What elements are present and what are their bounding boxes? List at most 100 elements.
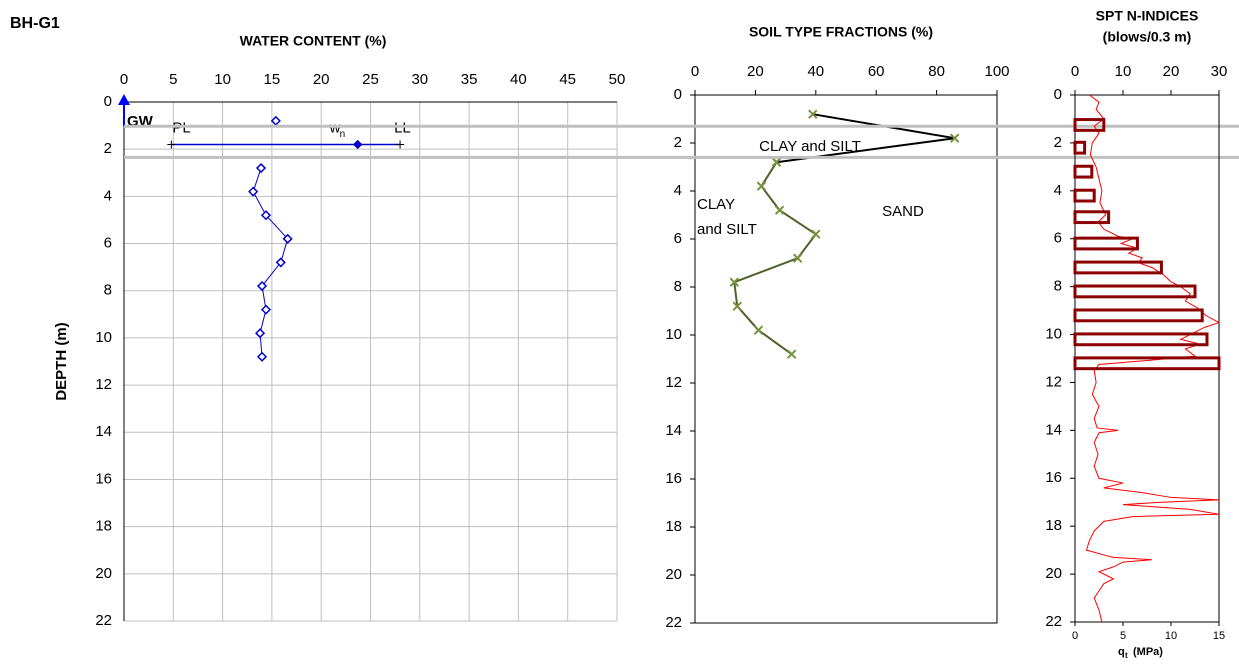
marker (753, 325, 764, 335)
wn-marker (352, 139, 363, 150)
x-tick-label: 20 (313, 71, 330, 88)
marker (270, 115, 281, 126)
marker (275, 257, 286, 268)
x2-tick-label: 5 (1120, 630, 1126, 642)
gw-marker (118, 94, 130, 105)
x-tick-label: 0 (120, 71, 128, 88)
y-tick-label: 16 (665, 470, 682, 487)
x-tick-label: 15 (264, 71, 281, 88)
marker (256, 351, 268, 362)
marker (786, 349, 797, 359)
y-tick-label: 0 (674, 86, 682, 103)
x-tick-label: 25 (362, 71, 379, 88)
y-tick-label: 4 (1054, 182, 1062, 199)
y-tick-label: 2 (674, 134, 682, 151)
page-title: BH-G1 (10, 15, 60, 32)
x-tick-label: 40 (807, 63, 824, 80)
y-tick-label: 16 (95, 470, 112, 487)
y-tick-label: 12 (95, 376, 112, 393)
y-axis-label: DEPTH (m) (53, 322, 70, 400)
y-tick-label: 14 (1045, 421, 1062, 438)
marker (282, 233, 293, 244)
spt-bar (1073, 308, 1204, 323)
y-tick-label: 4 (674, 182, 682, 199)
marker (756, 181, 767, 191)
x-tick-label: 60 (868, 63, 885, 80)
x-tick-label: 35 (461, 71, 478, 88)
spt-bar (1073, 210, 1111, 225)
chart-title: WATER CONTENT (%) (240, 33, 387, 49)
x-tick-label: 100 (984, 63, 1009, 80)
y-tick-label: 20 (95, 565, 112, 582)
marker (771, 157, 782, 167)
x-tick-label: 30 (1211, 63, 1228, 80)
y-tick-label: 0 (1054, 86, 1062, 103)
x2-axis-sub: t (1125, 651, 1128, 660)
chart-title: SOIL TYPE FRACTIONS (%) (749, 24, 933, 40)
y-tick-label: 22 (95, 612, 112, 629)
plot-frame (694, 94, 998, 624)
marker (808, 109, 818, 119)
marker (774, 205, 785, 215)
marker (255, 162, 267, 174)
x-tick-label: 10 (214, 71, 231, 88)
spt-bar (1073, 118, 1106, 132)
spt-bar (1073, 332, 1209, 347)
zone-label: SAND (882, 203, 924, 220)
y-tick-label: 2 (104, 140, 112, 157)
y-tick-label: 6 (104, 235, 112, 252)
x-tick-label: 5 (169, 71, 177, 88)
x-tick-label: 50 (609, 71, 626, 88)
wn-subscript: n (340, 129, 346, 140)
y-tick-label: 12 (1045, 373, 1062, 390)
y-tick-label: 4 (104, 187, 112, 204)
x2-tick-label: 0 (1072, 630, 1078, 642)
zone-label: and SILT (697, 221, 757, 238)
y-tick-label: 6 (1054, 230, 1062, 247)
chart-title: SPT N-INDICES (1096, 8, 1199, 24)
y-tick-label: 18 (95, 518, 112, 535)
spt-bar (1073, 284, 1197, 299)
spt-bar (1073, 236, 1139, 251)
marker (248, 186, 259, 197)
x2-tick-label: 15 (1213, 630, 1225, 642)
x2-axis-label: q (1118, 646, 1125, 658)
pl-label: PL (172, 119, 190, 136)
ll-marker (396, 140, 405, 149)
marker (255, 328, 266, 339)
marker (729, 277, 739, 287)
y-tick-label: 8 (674, 278, 682, 295)
y-tick-label: 14 (95, 423, 112, 440)
y-tick-label: 10 (1045, 326, 1062, 343)
y-tick-label: 8 (104, 282, 112, 299)
zone-label: CLAY and SILT (759, 138, 861, 155)
marker (792, 253, 803, 263)
x-tick-label: 10 (1115, 63, 1132, 80)
y-tick-label: 10 (95, 329, 112, 346)
spt-bar (1073, 140, 1087, 155)
zone-label: CLAY (697, 196, 735, 213)
marker (260, 210, 272, 221)
ll-label: LL (394, 119, 411, 136)
spt-bar (1073, 260, 1163, 275)
y-tick-label: 20 (665, 566, 682, 583)
y-tick-label: 18 (665, 518, 682, 535)
spt-bar (1073, 356, 1221, 371)
chart-subtitle: (blows/0.3 m) (1103, 29, 1192, 45)
wn-label: w (329, 119, 341, 136)
y-tick-label: 14 (665, 422, 682, 439)
marker (950, 133, 960, 143)
data-line (733, 161, 818, 356)
pl-marker (167, 140, 176, 149)
x-tick-label: 0 (691, 63, 699, 80)
marker (732, 301, 742, 311)
y-tick-label: 6 (674, 230, 682, 247)
cpt-line (1085, 94, 1221, 623)
marker (811, 229, 821, 239)
x-tick-label: 40 (510, 71, 527, 88)
marker (260, 304, 272, 315)
y-tick-label: 16 (1045, 469, 1062, 486)
y-tick-label: 10 (665, 326, 682, 343)
y-tick-label: 8 (1054, 278, 1062, 295)
x-tick-label: 20 (1163, 63, 1180, 80)
